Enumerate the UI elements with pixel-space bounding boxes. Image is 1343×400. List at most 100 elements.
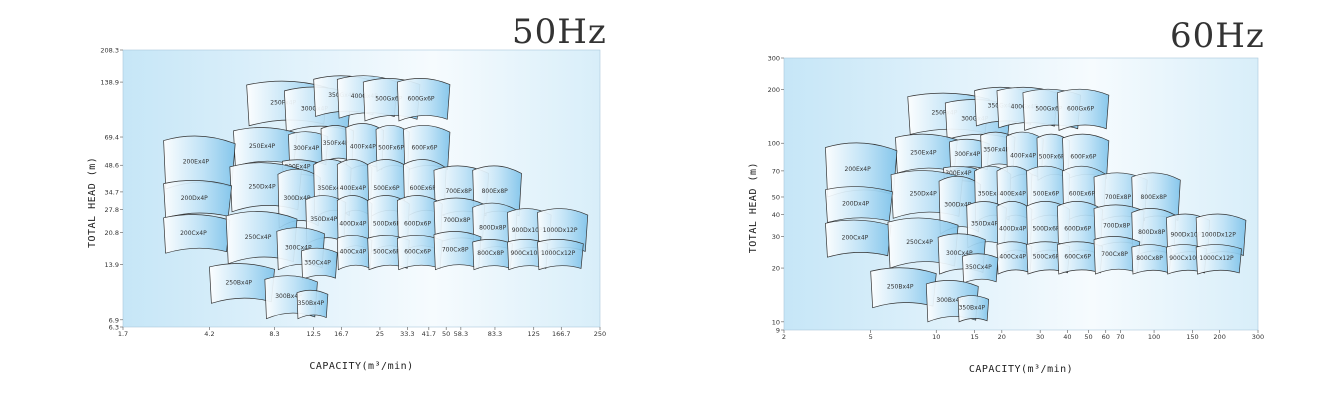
x-tick-label: 50	[442, 330, 450, 338]
pump-model-label: 500Gx6P	[1035, 106, 1062, 113]
pump-model-label: 300Fx4P	[954, 151, 980, 158]
pump-model-label: 800Cx8P	[477, 250, 504, 257]
pump-model-label: 400Fx4P	[350, 144, 376, 151]
x-tick-label: 33.3	[400, 330, 414, 338]
pump-model-label: 250Fx4P	[931, 110, 957, 117]
x-tick-label: 166.7	[552, 330, 571, 338]
y-tick-label: 20	[772, 265, 780, 273]
pump-model-label: 500Cx6P	[373, 248, 400, 255]
x-tick-label: 50	[1084, 333, 1092, 341]
pump-model-label: 900Cx10P	[510, 250, 541, 257]
pump-model-label: 300Bx4P	[275, 293, 302, 300]
pump-model-label: 200Cx4P	[842, 235, 869, 242]
x-tick-label: 70	[1116, 333, 1124, 341]
x-tick-label: 25	[376, 330, 384, 338]
pump-model-label: 800Dx8P	[1138, 229, 1165, 236]
pump-model-label: 600Fx6P	[1070, 153, 1096, 160]
x-tick-label: 5	[869, 333, 873, 341]
y-tick-label: 27.8	[105, 206, 119, 214]
chart-panel-60hz: 60Hz 250Fx4P300Gx4P350Gx4P400Gx4P500Gx6P…	[680, 0, 1343, 400]
pump-coverage-area	[296, 289, 329, 320]
pump-model-label: 300Ex4P	[284, 164, 311, 171]
pump-model-label: 700Cx8P	[1101, 251, 1128, 258]
x-tick-label: 15	[970, 333, 978, 341]
y-tick-label: 6.9	[109, 316, 119, 324]
pump-model-label: 500Dx6P	[373, 221, 400, 228]
pump-coverage-area	[1057, 88, 1110, 131]
x-tick-label: 83.3	[488, 330, 502, 338]
x-tick-label: 250	[594, 330, 606, 338]
y-tick-label: 34.7	[105, 188, 119, 196]
pump-model-label: 350Dx4P	[310, 216, 337, 223]
frequency-title: 50Hz	[512, 12, 607, 52]
y-tick-label: 138.9	[100, 79, 119, 87]
chart-svg-50hz: 250Fx4P300Gx4P350Gx4P400Gx4P500Gx6P600Gx…	[87, 47, 606, 373]
pump-model-label: 250Bx4P	[887, 284, 914, 291]
pump-model-label: 250Cx4P	[245, 234, 272, 241]
pump-model-label: 200Ex4P	[183, 159, 210, 166]
y-tick-label: 40	[772, 211, 780, 219]
pump-model-label: 700Dx8P	[1103, 222, 1130, 229]
pump-model-label: 400Cx4P	[999, 254, 1026, 261]
pump-model-label: 350Cx4P	[304, 259, 331, 266]
x-tick-label: 4.2	[204, 330, 214, 338]
pump-model-label: 250Dx4P	[249, 183, 276, 190]
pump-model-label: 300Bx4P	[936, 297, 963, 304]
pump-model-label: 500Ex6P	[373, 185, 400, 192]
pump-coverage-area	[396, 78, 451, 122]
pump-model-label: 600Dx6P	[404, 221, 431, 228]
pump-model-label: 350Bx4P	[959, 304, 986, 311]
pump-model-label: 300Dx4P	[944, 201, 971, 208]
pump-model-label: 1000Cx12P	[1199, 255, 1234, 262]
pump-coverage-area	[825, 186, 893, 223]
y-tick-label: 70	[772, 167, 780, 175]
pump-model-label: 200Cx4P	[180, 230, 207, 237]
pump-model-label: 900Dx10P	[512, 227, 543, 234]
pump-coverage-area	[962, 253, 999, 284]
x-tick-label: 100	[1148, 333, 1160, 341]
pump-model-label: 400Fx4P	[1010, 152, 1036, 159]
pump-model-label: 350Fx4P	[323, 140, 349, 147]
y-tick-label: 100	[768, 140, 780, 148]
pump-coverage-area	[957, 295, 990, 323]
pump-model-label: 350Dx4P	[971, 221, 998, 228]
y-tick-label: 48.6	[105, 162, 119, 170]
pump-model-label: 250Ex4P	[910, 150, 937, 157]
y-tick-label: 9	[776, 327, 780, 335]
x-tick-label: 60	[1102, 333, 1110, 341]
x-tick-label: 2	[782, 333, 786, 341]
pump-model-label: 600Gx6P	[407, 96, 434, 103]
y-tick-label: 300	[768, 55, 780, 63]
y-axis-label: TOTAL HEAD (m)	[748, 162, 759, 253]
pump-model-label: 350Cx4P	[965, 264, 992, 271]
x-tick-label: 12.5	[306, 330, 320, 338]
x-tick-label: 8.3	[269, 330, 279, 338]
x-tick-label: 58.3	[454, 330, 468, 338]
y-tick-label: 6.3	[109, 324, 119, 332]
pump-model-label: 700Ex8P	[445, 188, 472, 195]
x-tick-label: 41.7	[422, 330, 436, 338]
x-axis-label: CAPACITY(m³/min)	[309, 361, 413, 372]
pump-model-label: 400Ex4P	[1000, 191, 1027, 198]
pump-model-label: 900Cx10P	[1169, 255, 1200, 262]
x-tick-label: 150	[1186, 333, 1198, 341]
pump-model-label: 300Gx4P	[961, 115, 988, 122]
pump-coverage-area	[301, 247, 338, 280]
pump-coverage-area	[1195, 244, 1242, 275]
pump-model-label: 350Bx4P	[298, 300, 325, 307]
x-tick-label: 40	[1063, 333, 1071, 341]
pump-model-label: 200Ex4P	[845, 166, 872, 173]
x-tick-label: 30	[1036, 333, 1044, 341]
pump-model-label: 700Ex8P	[1105, 194, 1132, 201]
pump-model-label: 500Fx6P	[378, 144, 404, 151]
pump-model-label: 400Ex4P	[340, 185, 367, 192]
pump-model-label: 250Dx4P	[910, 191, 937, 198]
pump-model-label: 250Bx4P	[225, 279, 252, 286]
pump-model-label: 300Fx4P	[293, 145, 319, 152]
pump-model-label: 200Dx4P	[842, 200, 869, 207]
pump-model-label: 500Ex6P	[1033, 191, 1060, 198]
pump-model-label: 300Cx4P	[285, 245, 312, 252]
x-tick-label: 10	[932, 333, 940, 341]
pump-model-label: 250Cx4P	[906, 239, 933, 246]
pump-model-label: 800Dx8P	[479, 224, 506, 231]
